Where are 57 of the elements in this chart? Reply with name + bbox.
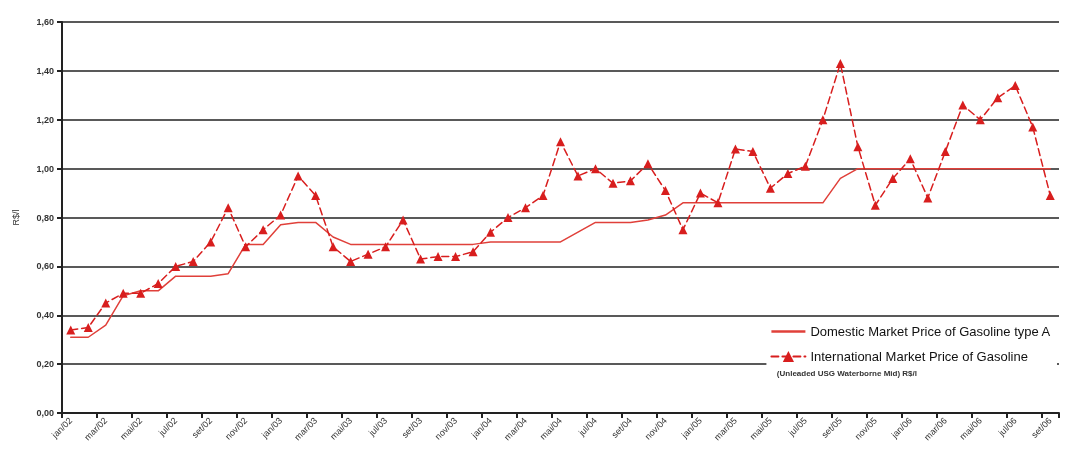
point (136, 288, 146, 298)
point (888, 173, 898, 183)
point (433, 252, 443, 262)
y-axis-title: R$/l (10, 209, 21, 226)
point (573, 171, 583, 181)
point (678, 225, 688, 235)
point (416, 254, 426, 264)
point (695, 188, 705, 198)
point (118, 288, 128, 298)
y-tick-label: 0,00 (36, 408, 54, 418)
y-tick-label: 1,00 (36, 163, 54, 174)
y-tick-label: 0,40 (36, 310, 54, 321)
point (835, 59, 845, 69)
point (171, 261, 181, 271)
y-tick-label: 1,40 (36, 65, 54, 76)
point (800, 161, 810, 171)
point (940, 147, 950, 157)
legend-label: International Market Price of Gasoline (810, 349, 1028, 364)
point (503, 213, 513, 222)
point (556, 137, 565, 147)
point (643, 159, 653, 169)
point (188, 256, 198, 266)
point (730, 144, 740, 154)
point (1010, 81, 1020, 91)
point (748, 147, 758, 157)
y-tick-label: 0,20 (36, 359, 54, 370)
point (590, 164, 600, 174)
point (608, 178, 618, 188)
point (521, 203, 531, 213)
point (83, 322, 93, 332)
y-tick-label: 0,80 (36, 212, 54, 223)
point (486, 227, 496, 237)
point (783, 169, 793, 179)
point (625, 176, 635, 186)
y-tick-label: 1,20 (36, 114, 54, 125)
point (958, 100, 968, 110)
point (538, 191, 548, 201)
point (346, 256, 356, 266)
point (468, 247, 478, 257)
point (870, 200, 880, 210)
point (765, 183, 775, 193)
point (381, 242, 391, 252)
point (153, 278, 163, 288)
point (1045, 191, 1055, 201)
point (853, 142, 863, 152)
y-tick-label: 1,60 (36, 17, 54, 27)
line-series (70, 167, 1051, 338)
y-tick-label: 0,60 (36, 261, 54, 272)
legend-label: Domestic Market Price of Gasoline type A (810, 324, 1051, 339)
point (1028, 122, 1038, 132)
point (451, 252, 461, 262)
point (660, 186, 670, 196)
annotation: (Unleaded USG Waterborne Mid) R$/l (776, 368, 918, 378)
point (363, 249, 373, 259)
point (311, 191, 321, 201)
point (276, 210, 286, 220)
point (101, 298, 111, 308)
